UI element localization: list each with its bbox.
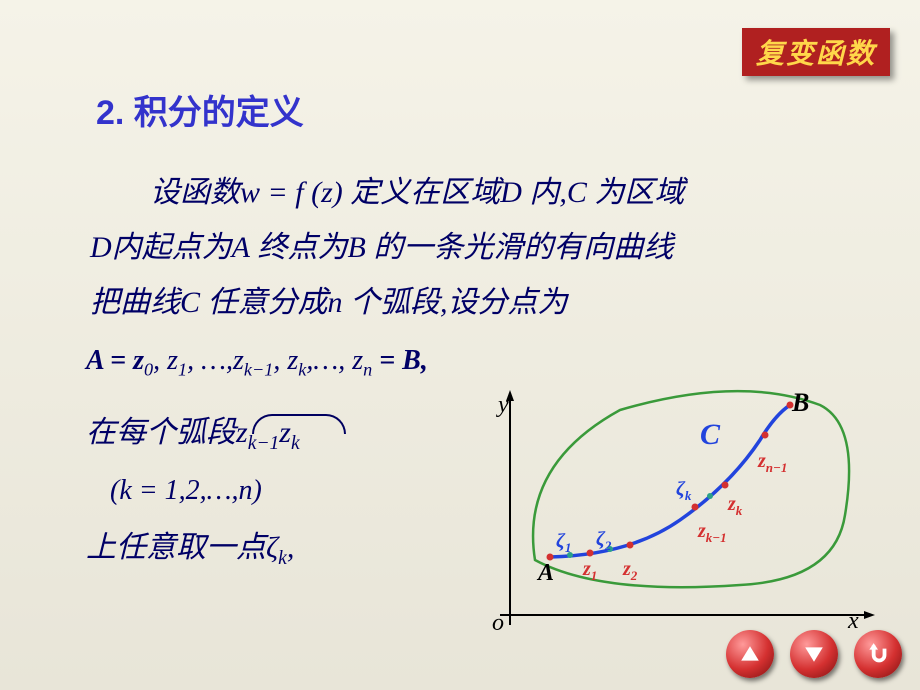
prev-button[interactable] [726,630,774,678]
label-zn-1: zn−1 [758,450,787,476]
equation-partition: A = z0, z1, …,zk−1, zk,…, zn = B, [86,340,428,384]
section-title: 2. 积分的定义 [96,85,304,134]
label-zeta2: ζ2 [596,528,611,554]
paragraph-line-1: 设函数w = f (z) 定义在区域D 内,C 为区域 [90,170,684,215]
label-zetak: ζk [676,478,691,504]
nav-button-group [726,630,902,678]
home-button[interactable] [854,630,902,678]
paragraph-line-4: 在每个弧段zk−1zk [86,410,300,458]
header-banner: 复变函数 [742,28,890,76]
next-button[interactable] [790,630,838,678]
paragraph-line-5: (k = 1,2,…,n) [110,470,262,512]
u-turn-icon [865,641,891,667]
label-B: B [792,388,809,418]
label-z1: z1 [583,558,597,584]
origin-label: o [492,610,504,637]
label-zeta1: ζ1 [556,530,571,556]
paragraph-line-2: D内起点为A 终点为B 的一条光滑的有向曲线 [90,225,673,270]
integral-diagram [480,385,880,645]
label-zk-1: zk−1 [698,520,727,546]
label-C: C [700,418,720,452]
paragraph-line-3: 把曲线C 任意分成n 个弧段,设分点为 [90,280,568,325]
axis-y-label: y [498,392,509,419]
triangle-down-icon [803,643,825,665]
paragraph-line-6: 上任意取一点ζk, [86,525,294,573]
label-A: A [538,560,554,587]
triangle-up-icon [739,643,761,665]
label-zk: zk [728,493,742,519]
label-z2: z2 [623,558,637,584]
